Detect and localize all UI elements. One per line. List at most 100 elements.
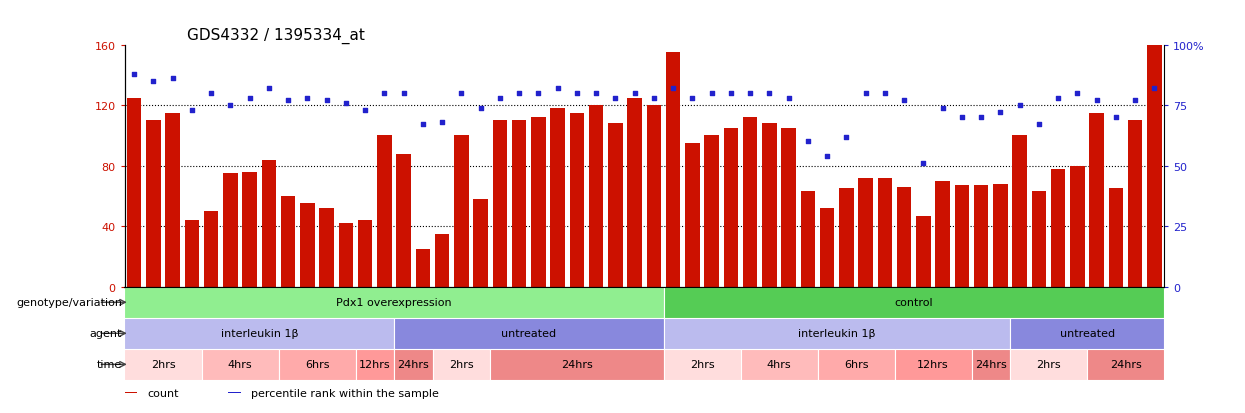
Text: percentile rank within the sample: percentile rank within the sample: [251, 388, 439, 398]
Point: [143, 78, 163, 85]
Point: [605, 95, 625, 102]
Point: [413, 122, 433, 128]
Point: [182, 107, 202, 114]
Point: [566, 90, 586, 97]
Point: [316, 98, 336, 104]
Bar: [1032, 192, 1046, 287]
Bar: [664, 287, 1164, 318]
Bar: [839, 189, 854, 287]
Text: 4hrs: 4hrs: [767, 359, 792, 370]
Point: [1048, 95, 1068, 102]
Point: [894, 98, 914, 104]
Bar: [609, 124, 622, 287]
Point: [278, 98, 298, 104]
Point: [817, 153, 837, 160]
Bar: [377, 136, 392, 287]
Bar: [801, 192, 815, 287]
Bar: [435, 234, 449, 287]
Bar: [627, 98, 642, 287]
Bar: [878, 178, 893, 287]
Bar: [184, 221, 199, 287]
Bar: [204, 211, 218, 287]
Point: [625, 90, 645, 97]
Bar: [762, 124, 777, 287]
Bar: [320, 209, 334, 287]
Bar: [818, 349, 895, 380]
Bar: [491, 349, 664, 380]
Point: [491, 95, 510, 102]
Point: [721, 90, 741, 97]
Bar: [229, 392, 242, 393]
Point: [393, 90, 413, 97]
Bar: [300, 204, 315, 287]
Point: [240, 95, 260, 102]
Point: [202, 90, 222, 97]
Point: [355, 107, 375, 114]
Point: [548, 85, 568, 92]
Bar: [1128, 121, 1143, 287]
Point: [741, 90, 761, 97]
Bar: [473, 199, 488, 287]
Bar: [664, 349, 741, 380]
Text: 2hrs: 2hrs: [151, 359, 176, 370]
Bar: [935, 181, 950, 287]
Bar: [743, 118, 757, 287]
Point: [644, 95, 664, 102]
Text: 12hrs: 12hrs: [359, 359, 391, 370]
Text: 12hrs: 12hrs: [918, 359, 949, 370]
Bar: [357, 221, 372, 287]
Point: [509, 90, 529, 97]
Text: control: control: [894, 297, 933, 308]
Point: [798, 139, 818, 145]
Bar: [493, 121, 507, 287]
Point: [528, 90, 548, 97]
Text: 24hrs: 24hrs: [975, 359, 1007, 370]
Point: [1067, 90, 1087, 97]
Bar: [646, 106, 661, 287]
Point: [914, 161, 934, 167]
Bar: [124, 318, 393, 349]
Text: count: count: [147, 388, 179, 398]
Bar: [396, 154, 411, 287]
Bar: [223, 174, 238, 287]
Bar: [243, 172, 256, 287]
Bar: [124, 392, 137, 393]
Bar: [994, 184, 1007, 287]
Text: 2hrs: 2hrs: [690, 359, 715, 370]
Bar: [279, 349, 356, 380]
Point: [1144, 85, 1164, 92]
Bar: [550, 109, 565, 287]
Bar: [1071, 166, 1084, 287]
Bar: [166, 114, 179, 287]
Point: [1028, 122, 1048, 128]
Bar: [124, 349, 202, 380]
Point: [471, 105, 491, 112]
Bar: [127, 98, 142, 287]
Point: [1087, 98, 1107, 104]
Bar: [1109, 189, 1123, 287]
Bar: [782, 128, 796, 287]
Bar: [589, 106, 604, 287]
Point: [933, 105, 952, 112]
Bar: [705, 136, 718, 287]
Bar: [820, 209, 834, 287]
Text: agent: agent: [90, 328, 122, 339]
Bar: [1012, 136, 1027, 287]
Bar: [532, 118, 545, 287]
Bar: [664, 318, 1010, 349]
Text: GDS4332 / 1395334_at: GDS4332 / 1395334_at: [187, 28, 365, 44]
Point: [971, 114, 991, 121]
Bar: [512, 121, 527, 287]
Bar: [356, 349, 393, 380]
Point: [586, 90, 606, 97]
Text: 24hrs: 24hrs: [397, 359, 430, 370]
Bar: [1010, 318, 1164, 349]
Text: 6hrs: 6hrs: [844, 359, 868, 370]
Point: [1125, 98, 1145, 104]
Text: Pdx1 overexpression: Pdx1 overexpression: [336, 297, 452, 308]
Text: interleukin 1β: interleukin 1β: [798, 328, 875, 339]
Point: [702, 90, 722, 97]
Bar: [859, 178, 873, 287]
Bar: [454, 136, 468, 287]
Point: [124, 71, 144, 78]
